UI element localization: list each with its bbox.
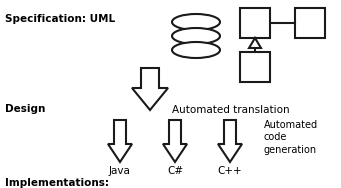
Text: Automated
code
generation: Automated code generation [264,120,318,155]
Bar [240,52,270,82]
Text: Java: Java [109,166,131,176]
Text: Specification: UML: Specification: UML [5,14,115,24]
Ellipse shape [172,42,220,58]
Text: C++: C++ [218,166,242,176]
Bar [240,8,270,38]
Ellipse shape [172,14,220,30]
Bar [295,8,325,38]
Polygon shape [163,120,187,162]
Ellipse shape [172,28,220,44]
Text: Implementations:: Implementations: [5,178,109,188]
Text: C#: C# [167,166,183,176]
Polygon shape [132,68,168,110]
Polygon shape [218,120,242,162]
Polygon shape [108,120,132,162]
Text: Design: Design [5,104,45,114]
Polygon shape [249,38,261,48]
Text: Automated translation: Automated translation [172,105,290,115]
